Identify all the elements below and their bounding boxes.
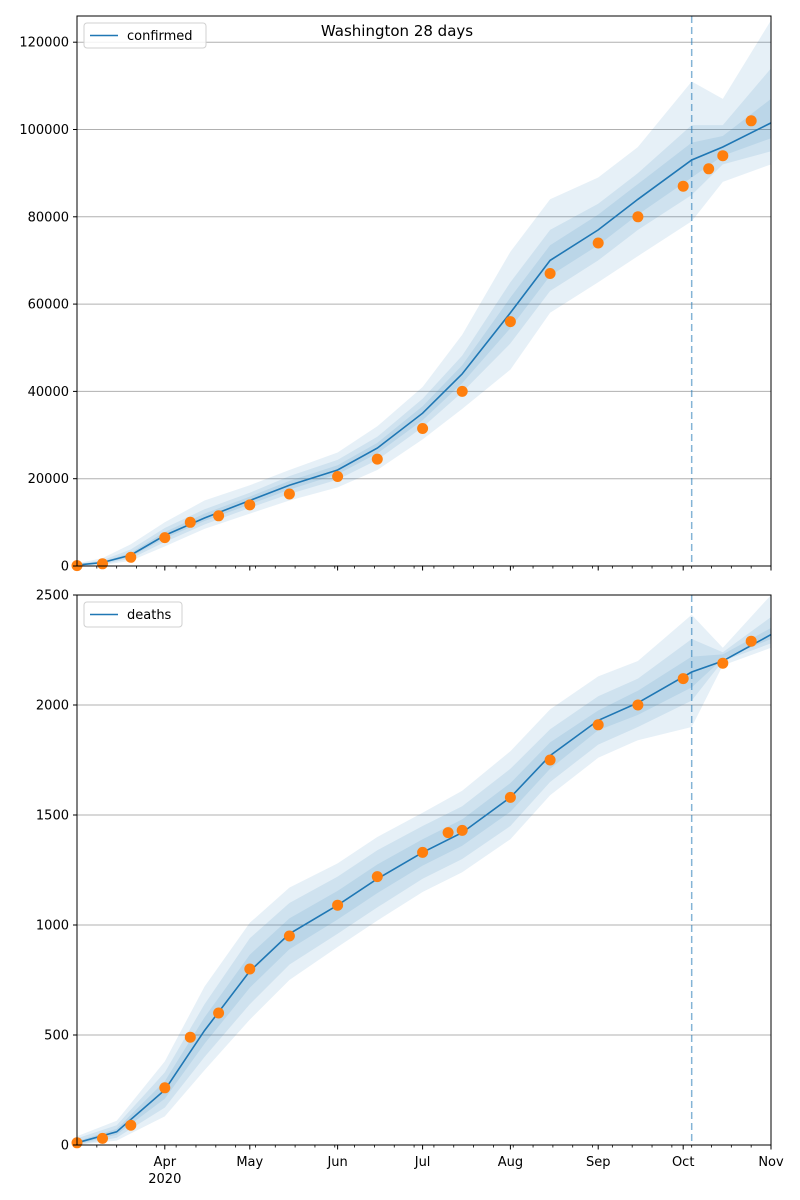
observed-point [632,211,644,223]
x-tick-label: Apr [154,1155,177,1170]
observed-point [283,930,295,942]
observed-point [159,1082,171,1094]
band-middle [77,617,771,1145]
model-line-confirmed [76,122,772,566]
observed-point [632,699,644,711]
x-tick-label: Aug [498,1155,523,1170]
panel-confirmed: 0 20000 40000 60000 80000 100000 120000 confirm… [19,15,772,575]
x-tick-label: Jul [414,1155,431,1170]
band-outer [77,595,771,1145]
observed-series-confirmed [71,115,757,572]
observed-point [504,316,516,328]
y-tick-label: 40000 [28,385,69,400]
legend-deaths: deaths [83,601,183,628]
x-tick-label: Nov [758,1155,784,1170]
plot-frame [76,15,772,567]
plot-frame [76,594,772,1146]
observed-point [159,532,171,544]
y-tick-label: 80000 [28,210,69,225]
observed-point [442,827,454,839]
y-tick-label: 1000 [36,919,69,934]
observed-point [504,791,516,803]
observed-point [213,510,225,522]
y-tick-label: 60000 [28,298,69,313]
legend-label: confirmed [127,29,193,44]
observed-point [371,453,383,465]
observed-point [592,719,604,731]
legend-confirmed: confirmed [83,22,207,49]
observed-point [184,516,196,528]
observed-point [97,558,108,570]
y-tick-label: 100000 [19,123,69,138]
observed-point [184,1031,196,1043]
x-tick-label: Sep [586,1155,611,1170]
y-tick-label: 1500 [36,809,69,824]
observed-point [717,150,729,162]
y-tick-label: 2000 [36,699,69,714]
legend-label: deaths [127,608,172,623]
y-tick-label: 120000 [19,36,69,51]
observed-point [417,846,429,858]
observed-point [213,1007,225,1019]
observed-point [244,499,256,511]
figure-title: Washington 28 days [321,22,473,40]
y-tick-label: 20000 [28,472,69,487]
y-tick-label: 500 [44,1029,69,1044]
observed-point [703,163,715,175]
observed-point [677,673,689,685]
band-inner [77,98,771,566]
observed-point [745,115,757,127]
legend-box [83,22,207,49]
observed-point [456,385,468,397]
observed-series-deaths [71,635,757,1149]
observed-point [244,963,256,975]
observed-point [745,635,757,647]
observed-point [371,871,383,883]
observed-point [544,754,556,766]
observed-point [592,237,604,249]
observed-point [544,268,556,279]
y-tick-label: 2500 [36,589,69,604]
x-year-label: 2020 [148,1172,181,1187]
observed-point [332,471,344,482]
y-tick-label: 0 [61,1139,69,1154]
y-tick-label: 0 [61,560,69,575]
observed-point [125,551,137,563]
x-tick-label: Oct [672,1155,694,1170]
panel-deaths: 0 500 1000 1500 2000 2500 deaths [36,589,772,1154]
observed-point [283,488,295,500]
observed-point [417,423,429,434]
x-tick-label: May [236,1155,263,1170]
observed-point [717,657,729,669]
observed-point [677,180,689,192]
observed-point [97,1132,108,1144]
observed-point [125,1119,137,1131]
x-tick-label: Jun [326,1155,347,1170]
observed-point [332,899,344,911]
legend-box [83,601,183,628]
observed-point [456,824,468,836]
